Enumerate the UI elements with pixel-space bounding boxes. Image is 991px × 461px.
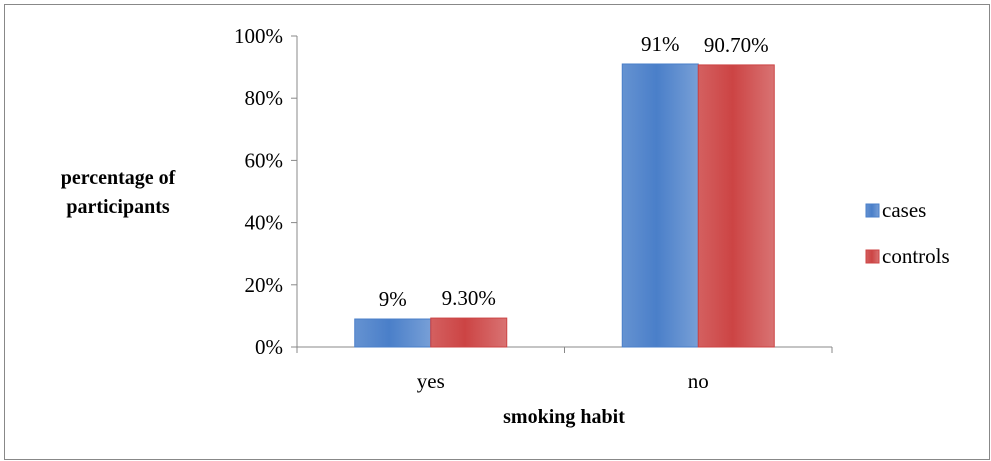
y-tick-label: 80%	[245, 86, 284, 110]
y-tick-label: 20%	[245, 273, 284, 297]
bar-controls-yes	[430, 317, 508, 348]
category-labels: yes no	[417, 369, 709, 393]
data-label-controls-no: 90.70%	[704, 33, 769, 57]
bar-cases-no	[621, 63, 699, 348]
x-axis-title: smoking habit	[503, 406, 625, 428]
y-axis-title-line-2: participants	[66, 196, 170, 218]
y-axis-title-line-1: percentage of	[61, 167, 176, 189]
category-label: no	[688, 369, 709, 393]
y-ticks: 0% 20% 40% 60% 80% 100%	[234, 24, 833, 359]
y-tick-label: 60%	[245, 148, 284, 172]
data-label-cases-yes: 9%	[379, 287, 407, 311]
legend: cases controls	[865, 198, 950, 268]
y-tick-label: 0%	[255, 335, 283, 359]
legend-swatch-cases	[865, 203, 880, 218]
bar-controls-no	[697, 64, 775, 348]
data-label-cases-no: 91%	[641, 32, 680, 56]
legend-label-controls: controls	[882, 244, 950, 268]
category-label: yes	[417, 369, 445, 393]
y-tick-label: 100%	[234, 24, 283, 48]
data-labels: 9% 9.30% 91% 90.70%	[379, 32, 769, 311]
legend-label-cases: cases	[882, 198, 926, 222]
bars	[354, 63, 775, 348]
y-tick-label: 40%	[245, 211, 284, 235]
legend-swatch-controls	[865, 249, 880, 264]
data-label-controls-yes: 9.30%	[442, 286, 496, 310]
chart-border	[4, 4, 990, 460]
bar-cases-yes	[354, 318, 432, 348]
